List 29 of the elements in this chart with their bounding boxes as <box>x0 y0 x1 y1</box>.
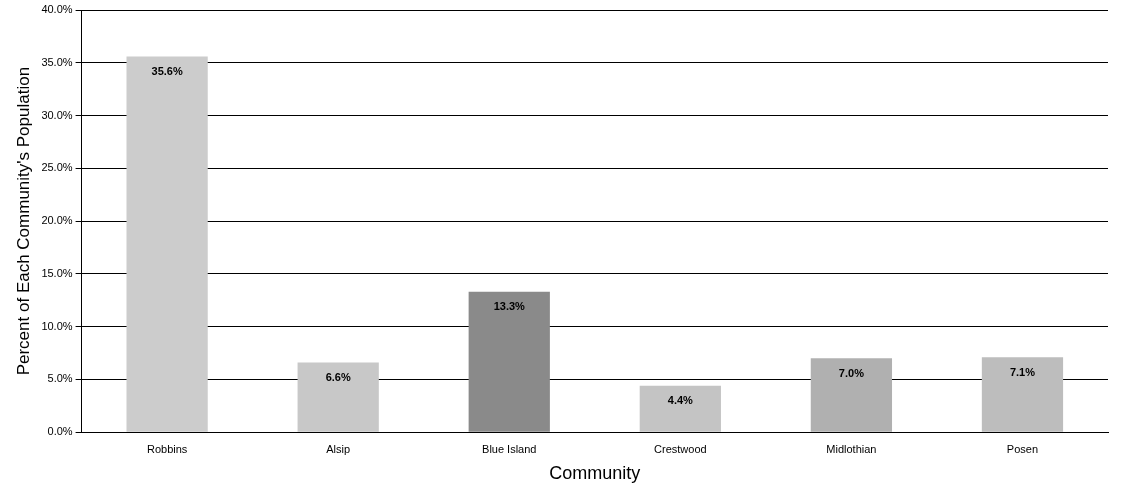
x-tick-label: Blue Island <box>482 442 537 455</box>
y-tick-label: 5.0% <box>47 372 73 385</box>
x-tick-label: Crestwood <box>654 442 707 455</box>
bar <box>297 362 379 432</box>
x-tick-label: Midlothian <box>826 442 877 455</box>
data-label: 35.6% <box>151 64 183 77</box>
data-label: 4.4% <box>667 394 694 407</box>
y-tick-label: 35.0% <box>41 55 73 68</box>
bar <box>981 357 1064 432</box>
y-tick-label: 40.0% <box>41 3 73 16</box>
data-label: 7.0% <box>838 366 865 379</box>
x-tick-label: Posen <box>1006 442 1039 455</box>
y-tick-label: 20.0% <box>41 214 73 227</box>
x-axis-title: Community <box>549 463 641 484</box>
y-tick-label: 15.0% <box>41 266 73 279</box>
bar <box>639 385 721 432</box>
y-tick-label: 25.0% <box>41 161 73 174</box>
y-tick-label: 10.0% <box>41 319 73 332</box>
y-axis-title: Percent of Each Community's Population <box>13 66 33 376</box>
x-tick-label: Alsip <box>326 442 351 455</box>
data-label: 6.6% <box>325 371 351 384</box>
data-label: 7.1% <box>1009 365 1036 378</box>
x-tick-label: Robbins <box>146 442 188 455</box>
bar <box>468 291 550 432</box>
data-label: 13.3% <box>493 300 526 313</box>
y-tick-label: 30.0% <box>41 108 73 121</box>
bar <box>810 358 893 432</box>
y-tick-label: 0.0% <box>47 425 73 438</box>
bar <box>126 56 208 432</box>
